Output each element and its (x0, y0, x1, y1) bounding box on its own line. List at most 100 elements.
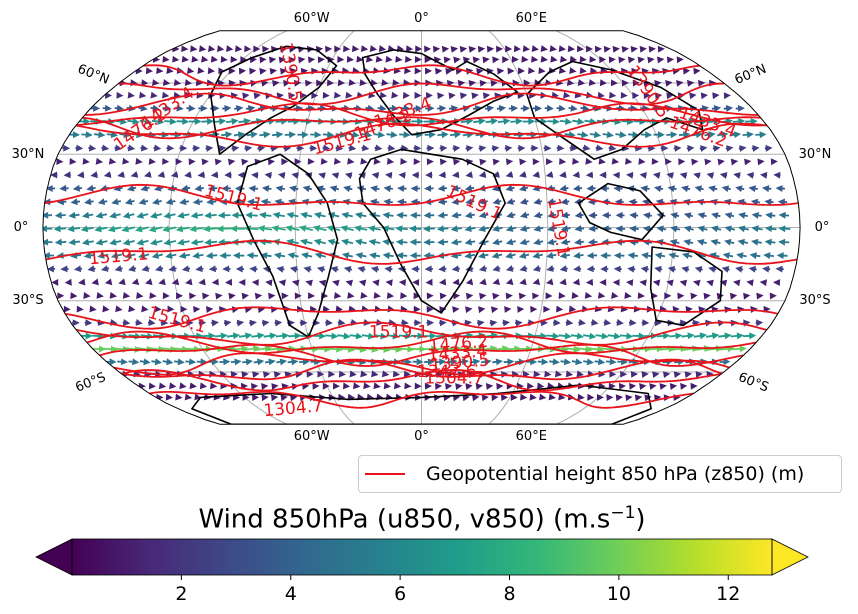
wind-arrow (580, 104, 590, 112)
wind-arrow (289, 185, 299, 193)
wind-arrow (540, 55, 548, 63)
wind-arrow (399, 131, 411, 139)
wind-arrow (485, 117, 499, 125)
wind-arrow (550, 55, 558, 63)
wind-arrow (722, 252, 734, 260)
legend: Geopotential height 850 hPa (z850) (m) (358, 455, 842, 493)
wind-arrow (400, 157, 408, 165)
wind-arrow (322, 91, 330, 99)
wind-arrow (706, 172, 715, 179)
wind-arrow (158, 278, 166, 286)
wind-arrow (261, 383, 269, 390)
wind-arrow (620, 370, 628, 378)
wind-arrow (294, 292, 302, 300)
wind-arrow (656, 56, 665, 64)
wind-arrow (398, 171, 406, 179)
wind-arrow (423, 332, 437, 340)
wind-arrow (518, 184, 529, 192)
wind-arrow (519, 171, 527, 178)
wind-arrow (572, 157, 580, 165)
wind-arrow (286, 211, 299, 219)
wind-arrow (199, 45, 207, 53)
wind-arrow (211, 278, 219, 286)
contour-line (149, 391, 694, 409)
wind-arrow (144, 278, 153, 286)
wind-arrow (413, 292, 421, 300)
wind-arrow (217, 211, 231, 219)
wind-arrow (341, 252, 354, 260)
wind-arrow (496, 382, 504, 390)
wind-arrow (176, 292, 184, 300)
wind-arrow (572, 171, 580, 179)
coastline (236, 153, 339, 338)
wind-arrow (288, 332, 302, 340)
wind-arrow (776, 252, 788, 259)
wind-arrow (341, 212, 353, 219)
wind-arrow (244, 45, 252, 53)
wind-arrow (363, 382, 371, 390)
wind-arrow (103, 171, 112, 178)
wind-arrow (100, 265, 110, 272)
wind-arrow (462, 56, 471, 64)
wind-arrow (235, 265, 245, 273)
wind-arrow (742, 332, 757, 340)
wind-arrow (349, 370, 357, 378)
wind-arrow (398, 279, 407, 287)
lat-label-left: 30°N (12, 147, 45, 162)
wind-arrow (386, 157, 395, 165)
wind-arrow (608, 382, 616, 390)
wind-arrow (241, 292, 249, 300)
wind-arrow (497, 117, 511, 125)
wind-arrow (597, 91, 605, 99)
wind-arrow (678, 158, 686, 166)
wind-arrow (471, 394, 480, 402)
wind-arrow (579, 55, 587, 63)
wind-arrow (97, 252, 109, 259)
wind-arrow (195, 265, 204, 273)
contour-line (143, 64, 700, 87)
wind-arrow (680, 382, 688, 390)
wind-arrow (265, 279, 273, 287)
wind-arrow (760, 171, 768, 179)
wind-arrow (109, 292, 118, 299)
wind-arrow (556, 305, 564, 313)
wind-arrow (398, 332, 413, 340)
wind-arrow (328, 370, 336, 378)
wind-arrow (699, 105, 710, 112)
wind-arrow (761, 185, 772, 193)
wind-arrow (357, 265, 366, 273)
wind-arrow (627, 265, 636, 273)
wind-arrow (288, 56, 296, 64)
wind-arrow (322, 144, 331, 152)
wind-arrow (616, 319, 624, 326)
wind-arrow (737, 225, 749, 233)
wind-arrow (117, 171, 125, 178)
wind-arrow (558, 292, 566, 300)
lon-label-top: 0° (414, 11, 429, 26)
wind-arrow (520, 104, 530, 112)
legend-label: Geopotential height 850 hPa (z850) (m) (426, 463, 805, 485)
wind-arrow (246, 198, 258, 206)
wind-arrow (386, 292, 395, 299)
wind-arrow (450, 238, 462, 246)
wind-arrow (207, 45, 216, 53)
wind-arrow (189, 292, 197, 300)
wind-arrow (173, 358, 185, 366)
wind-arrow (373, 131, 386, 139)
wind-arrow (257, 225, 273, 232)
wind-arrow (436, 225, 449, 233)
wind-arrow (224, 171, 232, 179)
wind-arrow (585, 157, 593, 165)
colorbar-tick-label: 12 (716, 583, 740, 605)
wind-arrow (252, 394, 260, 401)
wind-arrow (451, 171, 460, 179)
wind-arrow (373, 382, 381, 390)
wind-arrow (305, 279, 313, 287)
wind-arrow (723, 105, 734, 112)
wind-arrow (742, 319, 751, 327)
wind-arrow (482, 56, 490, 64)
wind-arrow (530, 144, 539, 152)
wind-arrow (109, 212, 121, 219)
wind-arrow (230, 358, 242, 366)
wind-arrow (201, 158, 209, 166)
